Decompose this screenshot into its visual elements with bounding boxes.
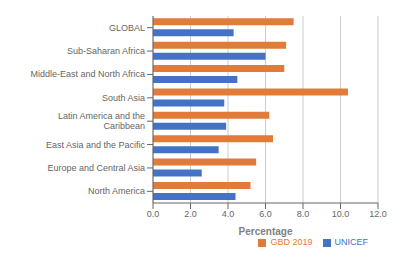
svg-text:Sub-Saharan Africa: Sub-Saharan Africa	[67, 46, 145, 56]
html-text:GBD 2019: GBD 2019	[270, 237, 313, 247]
svg-text:2.0: 2.0	[184, 209, 197, 219]
svg-text:4.0: 4.0	[222, 209, 235, 219]
svg-text:12.0: 12.0	[369, 209, 387, 219]
svg-text:North America: North America	[88, 186, 145, 196]
svg-text:Percentage: Percentage	[239, 226, 293, 237]
svg-text:8.0: 8.0	[297, 209, 310, 219]
svg-text:Middle-East and North Africa: Middle-East and North Africa	[30, 69, 145, 79]
html-text:UNICEF: UNICEF	[334, 237, 368, 247]
svg-text:GLOBAL: GLOBAL	[109, 23, 145, 33]
svg-text:South Asia: South Asia	[102, 93, 145, 103]
svg-text:10.0: 10.0	[332, 209, 350, 219]
svg-text:6.0: 6.0	[259, 209, 272, 219]
svg-text:Latin America and theCaribbean: Latin America and theCaribbean	[58, 111, 145, 131]
svg-text:0.0: 0.0	[147, 209, 160, 219]
svg-text:Europe and Central Asia: Europe and Central Asia	[47, 163, 145, 173]
svg-text:East Asia and the Pacific: East Asia and the Pacific	[46, 140, 146, 150]
